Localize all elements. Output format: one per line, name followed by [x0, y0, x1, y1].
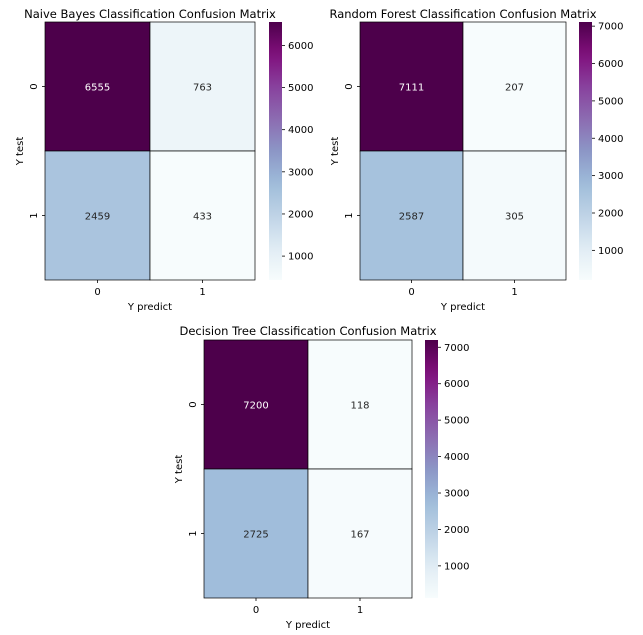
- heatmap-panel-1: Naive Bayes Classification Confusion Mat…: [15, 7, 313, 313]
- x-axis-label: Y predict: [127, 302, 172, 313]
- y-tick-label: 0: [188, 401, 199, 407]
- chart-title: Naive Bayes Classification Confusion Mat…: [24, 7, 276, 21]
- colorbar-tick-label: 2000: [444, 525, 469, 536]
- y-axis-label: Y test: [174, 455, 185, 485]
- heatmap-cell: [149, 21, 256, 152]
- colorbar: [579, 22, 592, 280]
- x-tick-label: 1: [199, 287, 205, 298]
- colorbar-tick-label: 5000: [444, 416, 469, 427]
- colorbar-tick-label: 2000: [598, 208, 623, 219]
- chart-title: Decision Tree Classification Confusion M…: [179, 324, 436, 338]
- colorbar-tick-label: 5000: [288, 83, 313, 94]
- x-axis-label: Y predict: [440, 302, 485, 313]
- colorbar-tick-label: 7000: [444, 343, 469, 354]
- heatmap-panel-2: Random Forest Classification Confusion M…: [329, 7, 623, 313]
- colorbar: [425, 340, 438, 598]
- colorbar-tick-label: 6000: [444, 379, 469, 390]
- y-tick-label: 0: [344, 83, 355, 89]
- colorbar-tick-label: 2000: [288, 209, 313, 220]
- colorbar-tick-label: 1000: [288, 252, 313, 263]
- colorbar-tick-label: 3000: [444, 489, 469, 500]
- colorbar-tick-label: 3000: [598, 171, 623, 182]
- cell-value-label: 207: [505, 83, 524, 94]
- heatmap-cell: [462, 150, 567, 281]
- heatmap-cell: [149, 150, 256, 281]
- x-tick-label: 0: [94, 287, 100, 298]
- x-tick-label: 1: [357, 605, 363, 616]
- x-tick-label: 1: [511, 287, 517, 298]
- colorbar-tick-label: 4000: [444, 452, 469, 463]
- cell-value-label: 2725: [243, 530, 268, 541]
- cell-value-label: 6555: [85, 83, 110, 94]
- heatmap-cell: [44, 21, 151, 152]
- heatmap-cell: [359, 150, 464, 281]
- cell-value-label: 7111: [399, 83, 424, 94]
- cell-value-label: 763: [193, 83, 212, 94]
- heatmap-cell: [307, 468, 413, 599]
- heatmap-cell: [44, 150, 151, 281]
- colorbar: [269, 22, 282, 280]
- y-tick-label: 1: [29, 212, 40, 218]
- colorbar-tick-label: 1000: [444, 561, 469, 572]
- colorbar-tick-label: 5000: [598, 96, 623, 107]
- y-axis-label: Y test: [15, 137, 26, 167]
- colorbar-tick-label: 1000: [598, 246, 623, 257]
- y-axis-label: Y test: [330, 137, 341, 167]
- heatmap-cell: [203, 468, 309, 599]
- heatmap-cell: [307, 339, 413, 470]
- colorbar-tick-label: 4000: [288, 125, 313, 136]
- cell-value-label: 305: [505, 212, 524, 223]
- colorbar-tick-label: 3000: [288, 167, 313, 178]
- y-tick-label: 0: [29, 83, 40, 89]
- heatmap-cell: [203, 339, 309, 470]
- cell-value-label: 2587: [399, 212, 424, 223]
- y-tick-label: 1: [188, 530, 199, 536]
- x-tick-label: 0: [253, 605, 259, 616]
- cell-value-label: 118: [350, 401, 369, 412]
- colorbar-tick-label: 7000: [598, 22, 623, 33]
- cell-value-label: 433: [193, 212, 212, 223]
- cell-value-label: 2459: [85, 212, 110, 223]
- y-tick-label: 1: [344, 212, 355, 218]
- heatmap-cell: [462, 21, 567, 152]
- x-tick-label: 0: [408, 287, 414, 298]
- cell-value-label: 7200: [243, 401, 268, 412]
- chart-title: Random Forest Classification Confusion M…: [329, 7, 596, 21]
- cell-value-label: 167: [350, 530, 369, 541]
- x-axis-label: Y predict: [285, 620, 330, 631]
- colorbar-tick-label: 6000: [288, 41, 313, 52]
- heatmap-panel-3: Decision Tree Classification Confusion M…: [174, 324, 469, 631]
- colorbar-tick-label: 6000: [598, 59, 623, 70]
- colorbar-tick-label: 4000: [598, 134, 623, 145]
